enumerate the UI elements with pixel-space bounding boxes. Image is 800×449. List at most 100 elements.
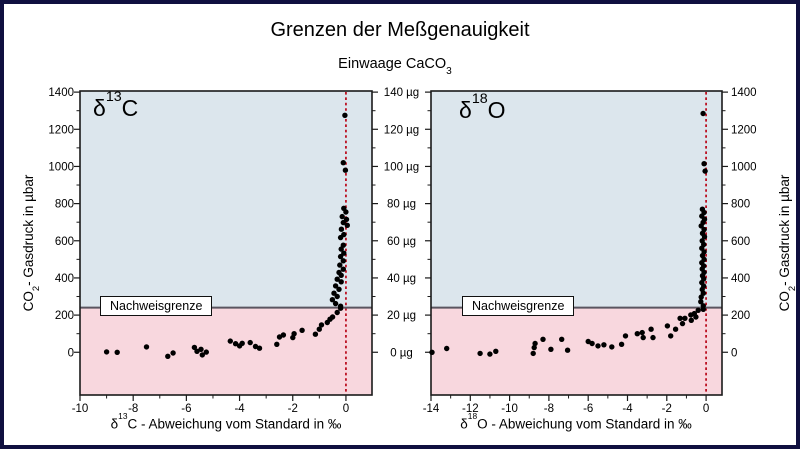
- data-point: [477, 350, 483, 357]
- weight-tick-label: 140 µg: [384, 87, 419, 99]
- data-point: [444, 345, 450, 352]
- data-point: [299, 327, 305, 333]
- pressure-tick-label-left: 200: [55, 310, 74, 322]
- data-point: [170, 350, 176, 356]
- data-point: [247, 339, 253, 346]
- data-point: [338, 272, 344, 278]
- data-point: [337, 262, 343, 268]
- data-point: [337, 234, 344, 241]
- pressure-tick-label-left: 800: [55, 199, 74, 211]
- data-point: [338, 279, 344, 285]
- delta-symbol: δ: [110, 416, 119, 432]
- data-point: [343, 209, 349, 215]
- plot0-x-tick-label: 0: [343, 403, 349, 415]
- data-point: [340, 266, 346, 272]
- data-point: [342, 112, 348, 119]
- chart-plot-svg: -10 -8 -6 -4 -2 0 0 200 400 600 800 1000 1200 1400 140…: [48, 87, 756, 415]
- data-point: [340, 160, 346, 166]
- plot1-x-tick-label: -14: [423, 403, 440, 415]
- y-axis-label-left-sub: 2: [31, 285, 43, 292]
- plot-title-delta18o: δ18O: [459, 91, 506, 124]
- data-point: [634, 331, 640, 337]
- weight-axis-title: Einwaage CaCO3: [295, 56, 495, 78]
- y-axis-label-left: CO2- Gasdruck in µbar: [21, 133, 43, 353]
- data-point: [338, 226, 345, 232]
- y-axis-label-left-main: CO: [21, 291, 36, 312]
- data-point: [595, 343, 601, 349]
- delta-symbol: δ: [459, 97, 472, 123]
- plot0-x-tick-label: -10: [72, 403, 89, 415]
- x-axis-label-text: C - Abweichung vom Standard in ‰: [127, 416, 342, 432]
- data-point: [700, 110, 706, 117]
- data-point: [530, 350, 536, 357]
- data-point: [668, 333, 674, 339]
- plot1-x-tick-label: -8: [544, 403, 554, 415]
- element-symbol: O: [487, 97, 506, 123]
- data-point: [256, 345, 263, 351]
- x-axis-label-text: O - Abweichung vom Standard in ‰: [477, 416, 692, 432]
- detection-limit-label-right: Nachweisgrenze: [462, 296, 575, 316]
- data-point: [338, 246, 344, 252]
- plot1-below-limit-region: [431, 307, 722, 395]
- data-point: [698, 299, 704, 305]
- data-point: [559, 336, 565, 342]
- weight-axis-title-sub: 3: [446, 66, 452, 78]
- plot1-above-limit-region: [431, 91, 722, 308]
- data-point: [487, 351, 493, 357]
- data-point: [639, 329, 645, 336]
- data-point: [199, 352, 205, 358]
- isotope-number: 18: [471, 90, 488, 107]
- data-point: [334, 309, 340, 316]
- pressure-tick-label-right: 600: [731, 236, 750, 248]
- weight-tick-label: 60 µg: [387, 236, 416, 248]
- plot0-x-tick-label: -4: [234, 403, 245, 415]
- weight-tick-label: 20 µg: [387, 310, 416, 322]
- data-point: [622, 333, 629, 339]
- data-point: [318, 322, 325, 328]
- y-axis-label-right-rest: - Gasdruck in µbar: [777, 174, 792, 286]
- plot1-x-tick-label: 0: [703, 403, 709, 415]
- data-point: [532, 340, 538, 347]
- data-point: [336, 286, 342, 292]
- data-point: [340, 258, 346, 264]
- pressure-tick-label-right: 800: [731, 199, 750, 211]
- data-point: [693, 314, 699, 320]
- data-point: [702, 168, 708, 174]
- element-symbol: C: [121, 95, 139, 121]
- data-point: [700, 306, 706, 312]
- data-point: [698, 223, 704, 229]
- data-point: [701, 161, 707, 167]
- data-point: [334, 276, 340, 282]
- data-point: [548, 346, 554, 352]
- y-axis-label-right-main: CO: [777, 291, 792, 312]
- detection-limit-label-left: Nachweisgrenze: [100, 296, 213, 316]
- y-axis-label-right-sub: 2: [787, 285, 799, 292]
- pressure-tick-label-left: 600: [55, 236, 74, 248]
- data-point: [564, 347, 571, 353]
- weight-tick-label: 120 µg: [384, 124, 419, 136]
- data-point: [342, 167, 349, 173]
- data-point: [679, 320, 686, 327]
- plot1-x-tick-label: -2: [662, 403, 672, 415]
- data-point: [531, 344, 537, 351]
- plot0-below-limit-region: [80, 307, 372, 395]
- data-point: [698, 294, 704, 300]
- isotope-number: 18: [467, 411, 478, 422]
- data-point: [203, 349, 209, 355]
- data-point: [695, 307, 701, 313]
- delta-symbol: δ: [93, 95, 106, 121]
- data-point: [701, 234, 708, 240]
- data-point: [340, 219, 346, 226]
- isotope-number: 13: [105, 88, 122, 105]
- pressure-tick-label-right: 400: [731, 273, 750, 285]
- plot1-x-tick-label: -6: [583, 403, 593, 415]
- data-point: [650, 334, 656, 341]
- data-point: [601, 342, 607, 348]
- delta-symbol: δ: [460, 416, 468, 432]
- plot1-x-tick-label: -12: [462, 403, 479, 415]
- weight-tick-label: 80 µg: [387, 199, 416, 211]
- weight-axis-title-main: Einwaage CaCO: [338, 56, 447, 72]
- data-point: [103, 349, 110, 355]
- y-axis-label-left-rest: - Gasdruck in µbar: [21, 174, 36, 286]
- data-point: [291, 331, 297, 337]
